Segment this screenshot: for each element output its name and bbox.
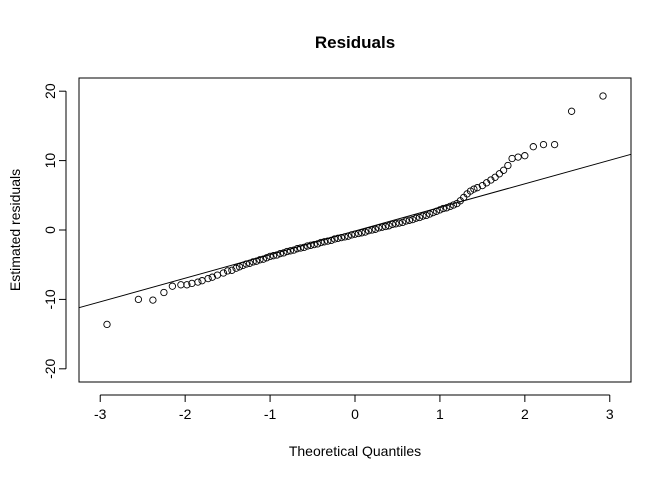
- data-point: [529, 143, 537, 151]
- data-point: [313, 240, 322, 248]
- data-point: [198, 277, 206, 285]
- y-axis-label: Estimated residuals: [7, 169, 23, 291]
- data-point: [368, 226, 376, 234]
- data-point: [405, 216, 414, 224]
- data-point: [307, 241, 315, 249]
- data-point: [266, 252, 274, 261]
- data-point: [495, 170, 504, 178]
- reference-line: [78, 153, 632, 309]
- y-tick-label: 10: [42, 153, 58, 169]
- data-point: [303, 242, 312, 250]
- data-point: [550, 140, 559, 149]
- data-point: [599, 92, 607, 100]
- data-point: [415, 213, 424, 222]
- data-point: [521, 152, 529, 160]
- data-point: [134, 295, 143, 304]
- data-point: [514, 153, 522, 161]
- points-layer: [103, 92, 607, 329]
- data-point: [310, 240, 318, 249]
- data-point: [371, 225, 380, 233]
- data-point: [419, 212, 427, 220]
- data-point: [232, 264, 240, 272]
- data-point: [223, 267, 232, 275]
- data-point: [392, 220, 400, 228]
- data-point: [317, 238, 325, 247]
- x-tick-label: 3: [606, 406, 614, 422]
- data-point: [103, 320, 111, 329]
- data-point: [276, 249, 284, 258]
- data-point: [183, 281, 191, 289]
- data-point: [398, 218, 407, 227]
- data-point: [436, 206, 444, 214]
- data-point: [395, 219, 403, 227]
- data-point: [280, 249, 288, 257]
- data-point: [378, 223, 386, 231]
- x-tick-label: 1: [436, 406, 444, 422]
- data-point: [473, 184, 481, 192]
- data-point: [422, 211, 430, 220]
- data-point: [446, 202, 454, 211]
- data-point: [249, 258, 257, 266]
- x-tick-label: -2: [179, 406, 192, 422]
- data-point: [567, 107, 576, 115]
- data-point: [160, 288, 168, 297]
- data-point: [504, 161, 512, 170]
- y-tick-label: -10: [42, 289, 58, 309]
- data-point: [361, 228, 369, 236]
- data-point: [194, 278, 202, 286]
- x-tick-label: 2: [521, 406, 529, 422]
- plot-box: [78, 77, 632, 383]
- data-point: [426, 210, 434, 218]
- data-point: [388, 220, 397, 229]
- x-axis-label: Theoretical Quantiles: [289, 443, 421, 459]
- data-point: [286, 247, 295, 255]
- data-point: [539, 140, 548, 149]
- data-point: [273, 251, 281, 259]
- data-point: [168, 282, 177, 290]
- data-point: [256, 256, 264, 264]
- data-point: [499, 166, 508, 174]
- x-tick-label: 0: [351, 406, 359, 422]
- x-tick-label: -1: [264, 406, 277, 422]
- y-axis: -20 -10 0 10 20: [42, 83, 67, 379]
- data-point: [208, 273, 216, 281]
- data-point: [177, 281, 185, 289]
- data-point: [470, 185, 478, 193]
- data-point: [412, 214, 420, 222]
- data-point: [149, 296, 157, 304]
- data-point: [320, 238, 329, 246]
- y-tick-label: 20: [42, 83, 58, 99]
- data-point: [491, 173, 499, 181]
- data-point: [443, 204, 451, 212]
- data-point: [324, 237, 332, 245]
- x-tick-label: -3: [94, 406, 107, 422]
- data-point: [296, 244, 305, 252]
- data-point: [293, 245, 301, 253]
- data-point: [385, 222, 393, 230]
- data-point: [508, 154, 516, 163]
- data-point: [219, 269, 228, 277]
- data-point: [300, 243, 308, 252]
- data-point: [283, 247, 291, 256]
- y-tick-label: -20: [42, 358, 58, 378]
- chart-title: Residuals: [315, 33, 395, 52]
- data-point: [402, 217, 410, 225]
- data-point: [381, 222, 390, 231]
- data-point: [204, 274, 212, 283]
- data-point: [269, 252, 278, 260]
- data-point: [409, 215, 417, 224]
- data-point: [228, 266, 236, 274]
- data-point: [439, 204, 447, 213]
- data-point: [330, 235, 339, 243]
- data-point: [263, 254, 271, 262]
- x-axis: -3 -2 -1 0 1 2 3: [94, 394, 614, 422]
- data-point: [290, 246, 298, 254]
- y-tick-label: 0: [42, 226, 58, 234]
- data-point: [334, 234, 342, 242]
